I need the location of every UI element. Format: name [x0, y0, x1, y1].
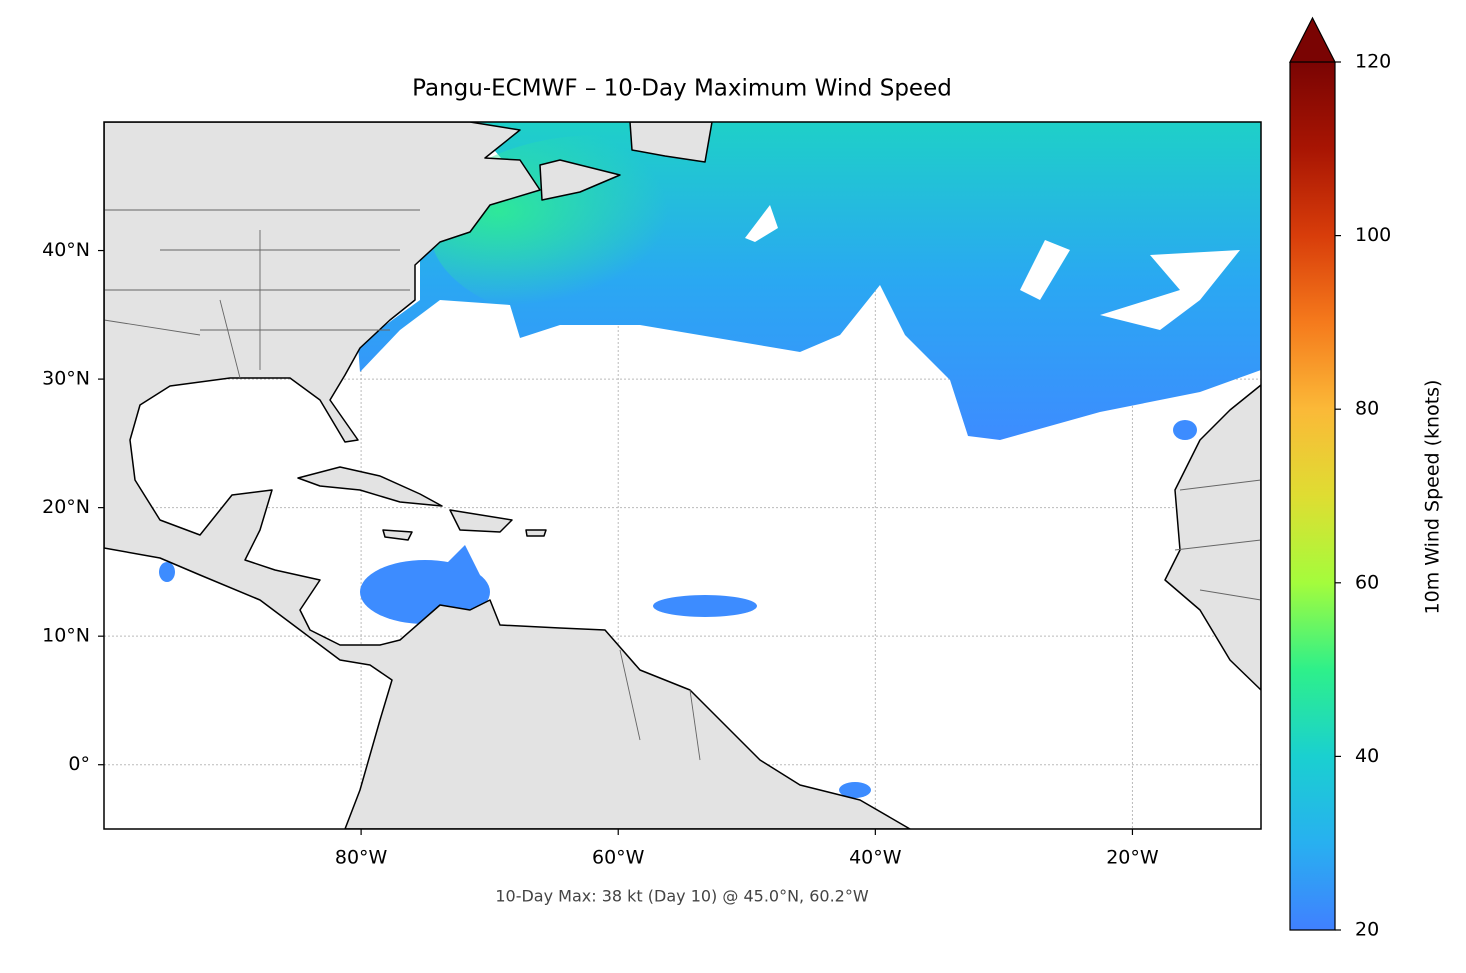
map-area — [104, 122, 1261, 829]
colorbar-tick-label: 80 — [1355, 398, 1379, 420]
wind-patch — [653, 595, 757, 617]
colorbar-extend — [1289, 16, 1336, 63]
colorbar-tick-label: 60 — [1355, 571, 1379, 593]
max-annotation: 10-Day Max: 38 kt (Day 10) @ 45.0°N, 60.… — [495, 887, 869, 906]
americas — [104, 122, 911, 829]
colorbar-label: 10m Wind Speed (knots) — [1422, 380, 1444, 615]
puerto-rico — [525, 529, 547, 537]
newfoundland — [629, 122, 713, 163]
colorbar: 20 40 60 80 100 120 — [1289, 16, 1391, 941]
map-frame — [103, 121, 1262, 830]
wind-patch — [1173, 420, 1197, 440]
wind-patch — [159, 562, 175, 582]
y-tick-label: 10°N — [42, 625, 90, 647]
y-tick-label: 30°N — [42, 368, 90, 390]
colorbar-tick-label: 20 — [1355, 919, 1379, 941]
x-tick-label: 60°W — [592, 847, 645, 869]
borders — [104, 209, 1261, 761]
axis-ticks: 80°W 60°W 40°W 20°W 0° 10°N 20°N 30°N 40°N — [42, 239, 1159, 868]
calm-area — [745, 205, 778, 242]
cuba — [297, 466, 443, 507]
wind-patch — [839, 782, 871, 798]
calm-area — [1100, 250, 1240, 330]
map-title: Pangu-ECMWF – 10-Day Maximum Wind Speed — [412, 76, 952, 102]
calm-area — [1020, 240, 1070, 300]
y-tick-label: 20°N — [42, 496, 90, 518]
africa — [1164, 384, 1261, 691]
colorbar-tick-label: 100 — [1355, 224, 1391, 246]
hispaniola — [449, 509, 513, 533]
y-tick-label: 40°N — [42, 239, 90, 261]
x-tick-label: 40°W — [849, 847, 902, 869]
colorbar-tick-label: 40 — [1355, 745, 1379, 767]
jamaica — [382, 529, 413, 541]
x-tick-label: 80°W — [335, 847, 388, 869]
nova-scotia — [539, 159, 621, 201]
y-tick-label: 0° — [68, 753, 90, 775]
land — [104, 122, 1261, 829]
colorbar-gradient — [1290, 62, 1335, 930]
colorbar-tick-label: 120 — [1355, 51, 1391, 73]
wind-patch — [440, 545, 480, 575]
wind-field — [159, 122, 1261, 798]
colorbar-frame — [1289, 62, 1336, 931]
x-tick-label: 20°W — [1106, 847, 1159, 869]
